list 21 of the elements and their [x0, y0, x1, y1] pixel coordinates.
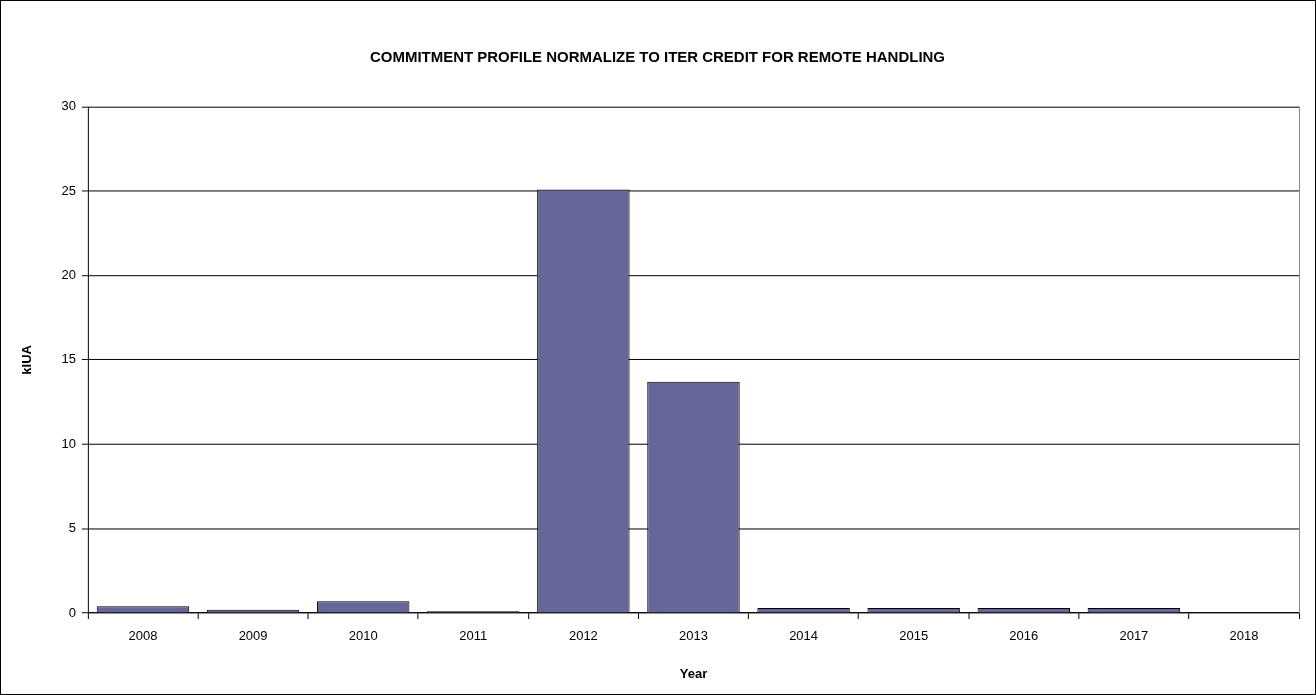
x-tick-label: 2011: [459, 628, 488, 644]
x-tick-label: 2009: [238, 628, 268, 644]
y-tick-label: 15: [61, 351, 76, 367]
y-tick-label: 20: [61, 267, 76, 283]
y-tick-label: 0: [68, 604, 76, 620]
x-tick-label: 2018: [1229, 628, 1259, 644]
y-tick-label: 10: [61, 435, 76, 451]
x-axis-title: Year: [679, 665, 708, 681]
y-tick-label: 25: [61, 182, 76, 198]
y-tick-label: 30: [61, 98, 76, 114]
x-tick-label: 2015: [899, 628, 929, 644]
x-tick-label: 2012: [568, 628, 598, 644]
x-tick-label: 2013: [679, 628, 708, 644]
y-axis-title: kIUA: [19, 344, 35, 375]
x-tick-label: 2016: [1009, 628, 1039, 644]
x-tick-label: 2010: [348, 628, 378, 644]
x-tick-label: 2008: [128, 628, 158, 644]
chart-title: COMMITMENT PROFILE NORMALIZE TO ITER CREDIT FOR REMOTE HANDLING: [370, 47, 945, 65]
x-tick-label: 2017: [1119, 628, 1149, 644]
y-tick-label: 5: [68, 520, 76, 536]
x-tick-label: 2014: [789, 628, 819, 644]
